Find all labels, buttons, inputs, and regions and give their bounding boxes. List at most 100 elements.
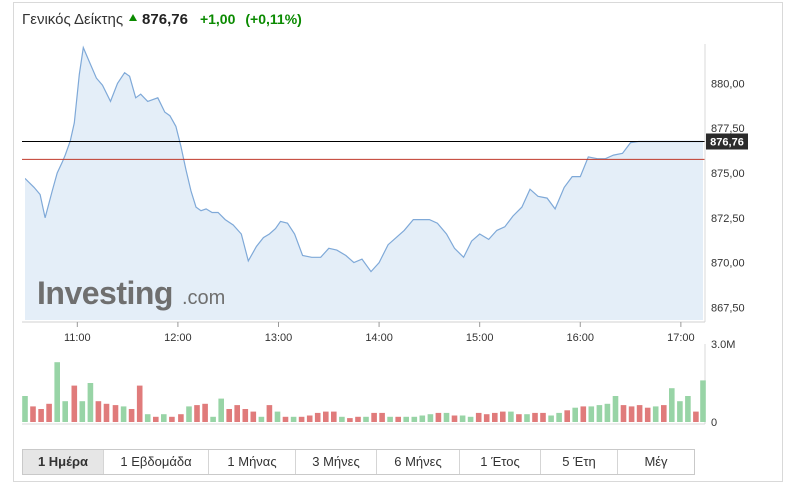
range-tab[interactable]: 1 Εβδομάδα bbox=[104, 450, 209, 474]
volume-bar bbox=[22, 396, 28, 422]
volume-tick-label: 3.0M bbox=[711, 339, 735, 351]
volume-y-axis: 0 3.0M bbox=[711, 339, 735, 429]
volume-bar bbox=[128, 409, 135, 422]
volume-bar bbox=[355, 416, 361, 422]
range-tab[interactable]: 1 Ημέρα bbox=[23, 450, 104, 474]
volume-bar bbox=[467, 416, 474, 422]
volume-bar bbox=[298, 416, 305, 422]
volume-bar bbox=[120, 406, 127, 422]
watermark-brand: Investing bbox=[37, 275, 173, 311]
volume-bar bbox=[144, 414, 151, 422]
volume-bar bbox=[161, 414, 167, 422]
volume-bar bbox=[266, 405, 273, 422]
volume-bar bbox=[435, 412, 442, 422]
volume-bar bbox=[103, 403, 110, 422]
volume-bar bbox=[274, 411, 281, 422]
current-price-box bbox=[706, 133, 748, 150]
volume-bar bbox=[347, 418, 353, 422]
investing-watermark: Investing .com bbox=[37, 275, 225, 311]
y-tick-label: 872,50 bbox=[711, 213, 745, 225]
volume-bar bbox=[644, 407, 651, 422]
volume-bar bbox=[38, 409, 44, 422]
y-tick-label: 870,00 bbox=[711, 258, 745, 270]
x-tick-label: 13:00 bbox=[265, 332, 293, 344]
volume-bar bbox=[492, 412, 498, 422]
x-tick-label: 11:00 bbox=[64, 332, 91, 344]
volume-bar bbox=[218, 398, 224, 422]
range-tab[interactable]: 5 Έτη bbox=[541, 450, 618, 474]
volume-bar bbox=[242, 409, 249, 422]
volume-bar bbox=[395, 416, 401, 422]
volume-bar bbox=[95, 401, 102, 422]
volume-bar bbox=[524, 414, 530, 422]
price-line bbox=[25, 45, 703, 273]
volume-bar bbox=[588, 406, 595, 422]
price-change-percent: (+0,11%) bbox=[245, 11, 302, 27]
volume-bar bbox=[71, 385, 78, 422]
volume-bar bbox=[427, 414, 434, 422]
price-change: +1,00 bbox=[199, 11, 236, 27]
range-tab[interactable]: 6 Μήνες bbox=[377, 450, 460, 474]
current-price-label: 876,76 bbox=[710, 136, 744, 148]
volume-bar bbox=[500, 411, 506, 422]
volume-bar bbox=[194, 405, 200, 422]
volume-bar bbox=[604, 403, 611, 422]
volume-bar bbox=[700, 380, 706, 422]
volume-tick-label: 0 bbox=[711, 417, 717, 429]
volume-bar bbox=[331, 411, 337, 422]
volume-bar bbox=[540, 412, 546, 422]
index-price: 876,76 bbox=[142, 11, 188, 28]
volume-bar bbox=[564, 410, 570, 422]
time-x-axis: 11:00 12:00 13:00 14:00 15:00 16:00 17:00 bbox=[64, 322, 695, 344]
volume-bar bbox=[258, 416, 265, 422]
volume-bar bbox=[363, 416, 369, 422]
volume-bar bbox=[612, 396, 619, 422]
index-name: Γενικός Δείκτης bbox=[22, 11, 124, 28]
volume-bar bbox=[459, 415, 466, 422]
volume-bar bbox=[508, 411, 514, 422]
range-tab[interactable]: Μέγ bbox=[644, 454, 668, 469]
volume-bar bbox=[652, 406, 659, 422]
quote-header: Γενικός Δείκτης 876,76 +1,00 (+0,11%) bbox=[22, 11, 302, 35]
range-tab[interactable]: 1 Έτος bbox=[460, 450, 541, 474]
volume-bar bbox=[661, 405, 667, 422]
volume-bar bbox=[620, 405, 627, 422]
y-tick-label: 867,50 bbox=[711, 302, 745, 314]
volume-bar bbox=[306, 415, 313, 422]
volume-bar bbox=[314, 412, 321, 422]
range-tab[interactable]: 1 Μήνας bbox=[209, 450, 296, 474]
volume-bar bbox=[250, 411, 257, 422]
x-tick-label: 12:00 bbox=[164, 332, 192, 344]
volume-bar bbox=[580, 406, 587, 422]
volume-bar bbox=[339, 416, 345, 422]
volume-bar bbox=[153, 416, 159, 422]
volume-bar bbox=[443, 412, 450, 422]
x-tick-label: 16:00 bbox=[567, 332, 595, 344]
volume-bar bbox=[387, 416, 393, 422]
volume-bar bbox=[516, 414, 522, 422]
price-y-axis: 867,50 870,00 872,50 875,00 877,50 880,00 bbox=[711, 78, 745, 314]
volume-bar bbox=[379, 412, 385, 422]
volume-bar bbox=[403, 416, 409, 422]
volume-bar bbox=[596, 405, 603, 422]
volume-bar bbox=[677, 401, 683, 422]
volume-bar bbox=[556, 412, 562, 422]
range-tab[interactable]: 3 Μήνες bbox=[296, 450, 377, 474]
volume-bar bbox=[62, 401, 68, 422]
volume-bar bbox=[693, 411, 699, 422]
volume-bar bbox=[475, 412, 482, 422]
volume-bar bbox=[226, 409, 232, 422]
y-tick-label: 877,50 bbox=[711, 123, 745, 135]
volume-bar bbox=[210, 416, 216, 422]
volume-bar bbox=[136, 385, 143, 422]
volume-bar bbox=[636, 405, 643, 422]
volume-bars bbox=[22, 362, 706, 422]
volume-bar bbox=[669, 388, 675, 422]
volume-bar bbox=[79, 401, 86, 422]
volume-bar bbox=[628, 406, 635, 422]
volume-bar bbox=[282, 416, 289, 422]
volume-bar bbox=[234, 405, 240, 422]
volume-bar bbox=[112, 405, 119, 422]
volume-bar bbox=[371, 412, 377, 422]
